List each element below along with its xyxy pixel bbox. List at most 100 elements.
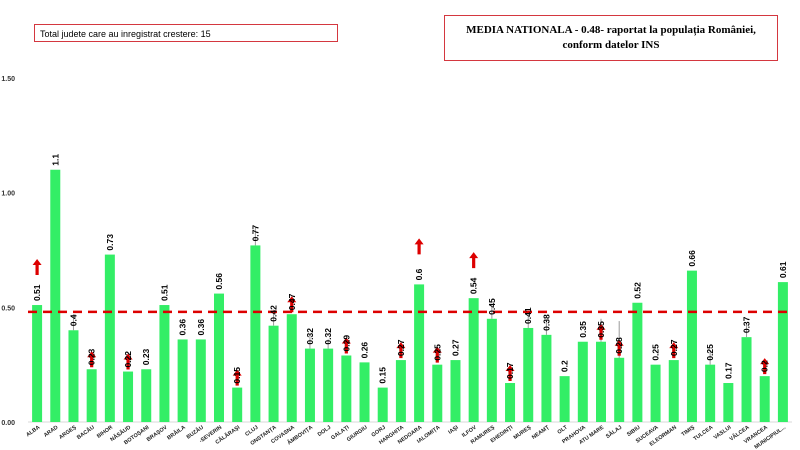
value-label: 0.36 (178, 319, 188, 336)
national-average-line-2: conform datelor INS (562, 39, 660, 51)
value-label: 0.41 (523, 307, 533, 324)
value-label: 0.35 (596, 321, 606, 338)
value-label: 0.2 (760, 360, 770, 372)
increase-arrow (505, 365, 515, 382)
value-label: 0.17 (723, 362, 733, 379)
increase-arrow (123, 353, 133, 370)
value-label: 0.51 (159, 284, 169, 301)
increase-arrow-shape (396, 342, 406, 359)
category-label: ALBA (25, 425, 41, 439)
bar (177, 339, 188, 422)
bar (214, 293, 224, 422)
value-label: 0.35 (578, 321, 588, 338)
value-label: 0.27 (669, 339, 679, 356)
bar (777, 282, 788, 422)
bar (341, 355, 352, 422)
increase-arrow (287, 296, 297, 313)
category-label: MUREȘ (513, 425, 533, 441)
national-average-box: MEDIA NATIONALA - 0.48- raportat la popu… (444, 15, 778, 61)
national-average-line-1: MEDIA NATIONALA - 0.48- raportat la popu… (466, 24, 756, 36)
bar (614, 357, 625, 422)
category-label: OLT (557, 424, 570, 435)
category-label: NEAMȚ (531, 424, 551, 440)
value-label: 0.28 (614, 337, 624, 354)
y-tick-label: 0.00 (1, 420, 15, 427)
value-label: 0.51 (32, 284, 42, 301)
value-label: 0.45 (487, 298, 497, 315)
bar (541, 334, 552, 422)
bar (232, 387, 243, 422)
value-label: 0.37 (742, 316, 752, 333)
value-label: 0.23 (141, 348, 151, 365)
value-label: 0.6 (414, 268, 424, 280)
increase-count-box: Total judete care au inregistrat crester… (34, 24, 338, 42)
value-label: 0.23 (87, 348, 97, 365)
bar (159, 305, 170, 422)
bar (414, 284, 425, 422)
increase-arrow-shape (232, 369, 242, 386)
value-label: 0.47 (287, 293, 297, 310)
value-label: 0.4 (68, 314, 78, 326)
bar (359, 362, 370, 422)
value-label: 0.32 (323, 328, 333, 345)
increase-arrow (87, 351, 97, 368)
increase-arrow (596, 323, 606, 340)
value-label: 0.73 (105, 234, 115, 251)
category-label: BRAȘOV (146, 425, 169, 444)
value-label: 0.25 (651, 344, 661, 361)
bar (723, 383, 734, 422)
y-tick-label: 1.00 (1, 191, 15, 198)
bar (50, 169, 61, 422)
bar (577, 341, 588, 422)
bar (86, 369, 97, 422)
bar (432, 364, 443, 422)
bar (395, 360, 406, 422)
increase-arrow-shape (123, 353, 133, 370)
bar (686, 270, 697, 422)
bar (195, 339, 206, 422)
category-label: TULCEA (693, 425, 715, 443)
bar (486, 318, 497, 422)
increase-arrow-shape (341, 337, 351, 354)
increase-arrow (669, 342, 679, 359)
bar (741, 337, 752, 422)
category-label: SĂLAJ (605, 424, 624, 440)
value-label: 0.15 (378, 367, 388, 384)
value-label: 0.61 (778, 261, 788, 278)
y-tick-label: 0.50 (1, 305, 15, 312)
increase-arrow-shape (87, 351, 97, 368)
increase-arrow-shape (432, 346, 442, 363)
increase-arrow-shape (32, 259, 42, 276)
bar (559, 376, 570, 422)
category-label: ARGEȘ (58, 425, 78, 441)
increase-arrow-shape (287, 296, 297, 313)
value-label: 0.77 (250, 225, 260, 242)
increase-arrow-shape (505, 365, 515, 382)
bar (250, 245, 261, 422)
increase-arrow (432, 346, 442, 363)
increase-count-text: Total judete care au inregistrat crester… (40, 29, 211, 39)
value-label: 0.22 (123, 351, 133, 368)
increase-arrow (760, 358, 770, 375)
increase-arrow-shape (469, 252, 479, 269)
category-label: ARAD (43, 425, 59, 439)
value-label: 0.36 (196, 319, 206, 336)
bar (668, 360, 679, 422)
bar (632, 302, 643, 422)
value-label: 0.26 (360, 342, 370, 359)
value-label: 0.27 (396, 339, 406, 356)
increase-arrow (414, 238, 424, 255)
bar (705, 364, 716, 422)
bar (323, 348, 334, 422)
value-label: 0.42 (269, 305, 279, 322)
category-label: BRĂILA (166, 424, 187, 442)
increase-arrow (396, 342, 406, 359)
value-label: 0.25 (705, 344, 715, 361)
increase-arrow (32, 259, 42, 276)
bar (523, 327, 534, 422)
bar (32, 305, 43, 422)
value-label: 0.38 (541, 314, 551, 331)
bar (286, 314, 297, 422)
bar (68, 330, 79, 422)
increase-arrow (341, 337, 351, 354)
